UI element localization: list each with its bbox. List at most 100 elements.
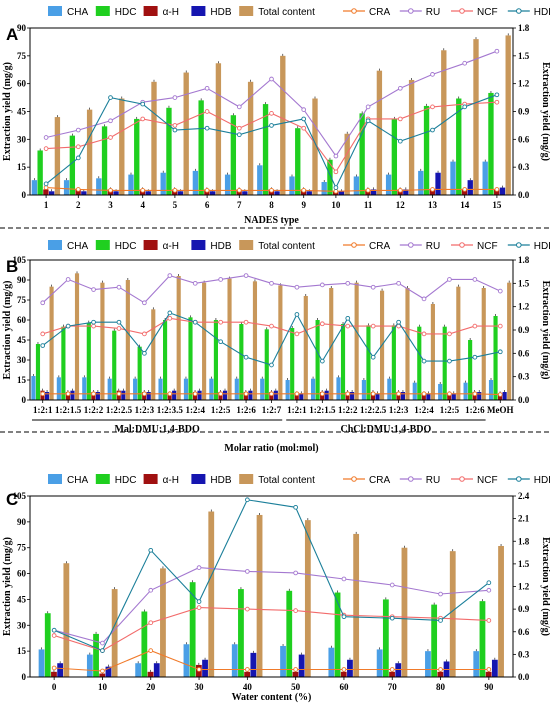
bar-cha [418,170,424,195]
x-tick-label: 8 [269,200,274,210]
bar-cha [86,654,93,677]
bar-hdc [286,590,293,677]
y2-tick-label: 0.9 [518,325,530,335]
bar-hdb [347,659,353,677]
bar-total-content [176,276,181,400]
group-label: Mal:DMU:1,4-BDO [114,424,199,435]
x-tick-label: 6 [205,200,210,210]
legend-swatch [191,474,206,484]
point-hdd [370,354,376,360]
point-hdd [294,312,300,317]
legend-swatch [143,240,158,250]
point-ru [294,284,300,290]
bar-total-content [376,70,383,195]
x-tick-label: 1:2:7 [262,405,282,415]
bar-hdc [391,118,398,195]
point-ru [204,85,210,91]
point-cra [370,391,376,397]
panel-label: C [6,490,18,509]
bar-total-content [151,309,156,400]
bar-total-content [49,286,54,400]
x-tick-label: 40 [243,682,253,692]
bar-a-h [51,671,57,677]
bar-total-content [507,282,512,400]
point-ncf [116,326,122,331]
bar-hdb [435,172,441,195]
point-cra [293,667,298,672]
y2-tick-label: 0.6 [518,134,530,144]
y-tick-label: 90 [17,275,27,285]
y-tick-label: 0 [22,190,27,200]
point-cra [218,391,224,397]
bar-total-content [303,296,308,400]
bar-total-content [125,280,130,400]
bar-hdb [81,191,87,195]
bar-cha [183,644,190,677]
bar-hdc [189,582,196,677]
bar-cha [209,378,214,400]
bar-hdc [44,613,51,677]
legend-marker [351,8,357,14]
point-hdd [218,339,224,345]
legend-label: CRA [369,475,390,486]
point-ru [172,95,178,100]
point-hdd [333,185,339,190]
bar-total-content [227,278,232,400]
y-tick-label: 60 [17,315,27,325]
legend-label: HDD [534,475,550,486]
bar-hdc [230,115,237,195]
point-ncf [167,315,173,321]
legend-swatch [239,6,254,16]
bar-hdb [70,390,75,400]
point-ru [293,570,298,576]
bar-cha [231,644,238,677]
point-cra [75,187,81,192]
bar-hdb [177,191,184,195]
bar-cha [260,378,265,400]
bar-a-h [167,393,172,400]
x-tick-label: 30 [195,682,205,692]
point-hdd [269,123,274,128]
bar-hdc [382,599,389,677]
point-cra [91,391,96,397]
bar-hdb [451,393,456,400]
bar-hdb [222,390,228,400]
legend-label: HDD [534,241,550,252]
y-tick-label: 45 [17,107,27,117]
point-ncf [108,135,113,140]
bar-a-h [437,671,444,677]
x-tick-label: 14 [460,200,470,210]
point-hdd [494,92,500,98]
point-ncf [243,319,249,325]
bar-hdb [299,393,304,400]
point-cra [438,667,443,672]
bar-hdc [141,611,148,677]
point-hdd [140,101,146,107]
line-ncf [53,607,489,652]
bar-cha [280,645,286,677]
point-hdd [192,319,198,325]
legend-label: α-H [163,7,179,18]
point-cra [142,391,147,397]
point-ru [472,277,478,282]
x-tick-label: 15 [492,200,502,210]
bar-hdc [442,326,447,400]
point-ncf [430,104,435,110]
point-ru [75,127,81,133]
point-cra [192,391,198,397]
group-label: ChCl:DMU:1,4-BDO [340,424,431,435]
bar-total-content [353,533,360,677]
point-cra [486,667,492,672]
legend-swatch [95,6,110,16]
point-cra [243,391,249,397]
bar-hdb [400,392,406,400]
bar-hdb [44,392,50,400]
bar-cha [56,377,61,400]
x-tick-label: 1:2:4 [185,405,205,415]
legend-label: CHA [67,475,88,486]
bar-cha [438,384,443,400]
x-tick-label: MeOH [487,405,514,415]
legend-label: HDC [115,475,137,486]
legend-label: Total content [258,475,315,486]
